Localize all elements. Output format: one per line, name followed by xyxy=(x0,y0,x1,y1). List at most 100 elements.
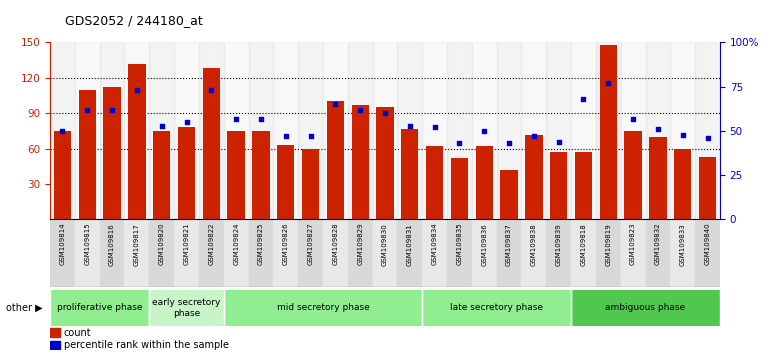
Bar xyxy=(224,219,249,287)
Bar xyxy=(277,145,294,219)
Bar xyxy=(546,42,571,219)
Text: GDS2052 / 244180_at: GDS2052 / 244180_at xyxy=(65,14,203,27)
Bar xyxy=(624,131,641,219)
Point xyxy=(403,123,416,129)
Bar xyxy=(125,42,149,219)
Point xyxy=(180,119,192,125)
Text: GSM109823: GSM109823 xyxy=(630,223,636,266)
Bar xyxy=(75,42,99,219)
Bar xyxy=(224,290,422,326)
Point xyxy=(627,116,639,121)
Text: proliferative phase: proliferative phase xyxy=(57,303,142,313)
Point xyxy=(602,80,614,86)
Point xyxy=(454,141,466,146)
Bar xyxy=(249,42,273,219)
Bar xyxy=(323,42,348,219)
Bar xyxy=(249,219,273,287)
Point xyxy=(131,87,143,93)
Bar xyxy=(596,42,621,219)
Text: mid secretory phase: mid secretory phase xyxy=(276,303,370,313)
Text: GSM109826: GSM109826 xyxy=(283,223,289,266)
Bar xyxy=(227,131,245,219)
Point xyxy=(527,133,540,139)
Text: early secretory
phase: early secretory phase xyxy=(152,298,221,318)
Bar xyxy=(50,219,75,287)
Bar xyxy=(79,90,96,219)
Bar xyxy=(401,129,419,219)
Bar xyxy=(695,42,720,219)
Text: GSM109834: GSM109834 xyxy=(432,223,437,266)
Bar xyxy=(550,152,567,219)
Bar xyxy=(326,102,344,219)
Bar xyxy=(273,219,298,287)
Bar xyxy=(373,219,397,287)
Text: GSM109837: GSM109837 xyxy=(506,223,512,266)
Bar xyxy=(645,219,671,287)
Bar xyxy=(75,219,99,287)
Text: count: count xyxy=(63,327,91,338)
Bar xyxy=(125,219,149,287)
Bar xyxy=(99,219,125,287)
Bar xyxy=(671,219,695,287)
Bar xyxy=(50,42,75,219)
Bar xyxy=(302,149,320,219)
Text: GSM109830: GSM109830 xyxy=(382,223,388,266)
Bar xyxy=(525,135,543,219)
Bar xyxy=(199,219,224,287)
Bar xyxy=(521,219,546,287)
Point xyxy=(156,123,168,129)
Point xyxy=(553,139,565,144)
Bar xyxy=(397,219,422,287)
Text: GSM109838: GSM109838 xyxy=(531,223,537,266)
Text: GSM109827: GSM109827 xyxy=(307,223,313,266)
Text: GSM109832: GSM109832 xyxy=(655,223,661,266)
Bar xyxy=(571,42,596,219)
Bar xyxy=(149,42,174,219)
Point xyxy=(330,102,342,107)
Bar xyxy=(153,131,170,219)
Bar xyxy=(695,219,720,287)
Bar xyxy=(674,149,691,219)
Bar xyxy=(199,42,224,219)
Text: GSM109818: GSM109818 xyxy=(581,223,587,266)
Bar xyxy=(298,219,323,287)
Bar xyxy=(50,290,149,326)
Bar xyxy=(621,42,645,219)
Text: GSM109829: GSM109829 xyxy=(357,223,363,266)
Bar xyxy=(671,42,695,219)
Point xyxy=(701,135,714,141)
Bar xyxy=(99,42,125,219)
Text: GSM109839: GSM109839 xyxy=(556,223,561,266)
Point xyxy=(651,126,664,132)
Bar xyxy=(450,158,468,219)
Text: other ▶: other ▶ xyxy=(5,303,42,313)
Bar xyxy=(50,328,60,337)
Point xyxy=(578,96,590,102)
Point xyxy=(478,128,490,134)
Bar xyxy=(645,42,671,219)
Bar xyxy=(497,42,521,219)
Bar xyxy=(596,219,621,287)
Bar xyxy=(497,219,521,287)
Bar xyxy=(298,42,323,219)
Bar xyxy=(174,219,199,287)
Point xyxy=(354,107,367,113)
Point xyxy=(304,133,316,139)
Bar xyxy=(348,219,373,287)
Text: GSM109819: GSM109819 xyxy=(605,223,611,266)
Bar xyxy=(253,131,270,219)
Bar xyxy=(128,64,146,219)
Text: ambiguous phase: ambiguous phase xyxy=(605,303,685,313)
Bar xyxy=(352,105,369,219)
Point xyxy=(81,107,93,113)
Point xyxy=(428,125,440,130)
Bar xyxy=(203,68,220,219)
Point xyxy=(280,133,292,139)
Bar xyxy=(521,42,546,219)
Bar xyxy=(422,219,447,287)
Text: GSM109814: GSM109814 xyxy=(59,223,65,266)
Bar xyxy=(422,290,571,326)
Text: GSM109840: GSM109840 xyxy=(705,223,711,266)
Bar xyxy=(600,45,617,219)
Text: GSM109821: GSM109821 xyxy=(183,223,189,266)
